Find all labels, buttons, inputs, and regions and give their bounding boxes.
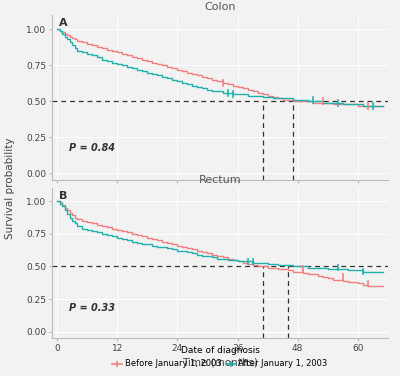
Text: P = 0.33: P = 0.33 bbox=[69, 303, 115, 313]
Text: Rectum: Rectum bbox=[199, 175, 241, 185]
X-axis label: Time (months): Time (months) bbox=[182, 357, 258, 367]
Text: B: B bbox=[59, 191, 67, 201]
Text: Survival probability: Survival probability bbox=[5, 137, 15, 239]
Text: A: A bbox=[59, 18, 67, 28]
Legend: Before January 1, 2003, After January 1, 2003: Before January 1, 2003, After January 1,… bbox=[109, 343, 331, 372]
Text: Colon: Colon bbox=[204, 2, 236, 12]
Text: P = 0.84: P = 0.84 bbox=[69, 143, 115, 153]
